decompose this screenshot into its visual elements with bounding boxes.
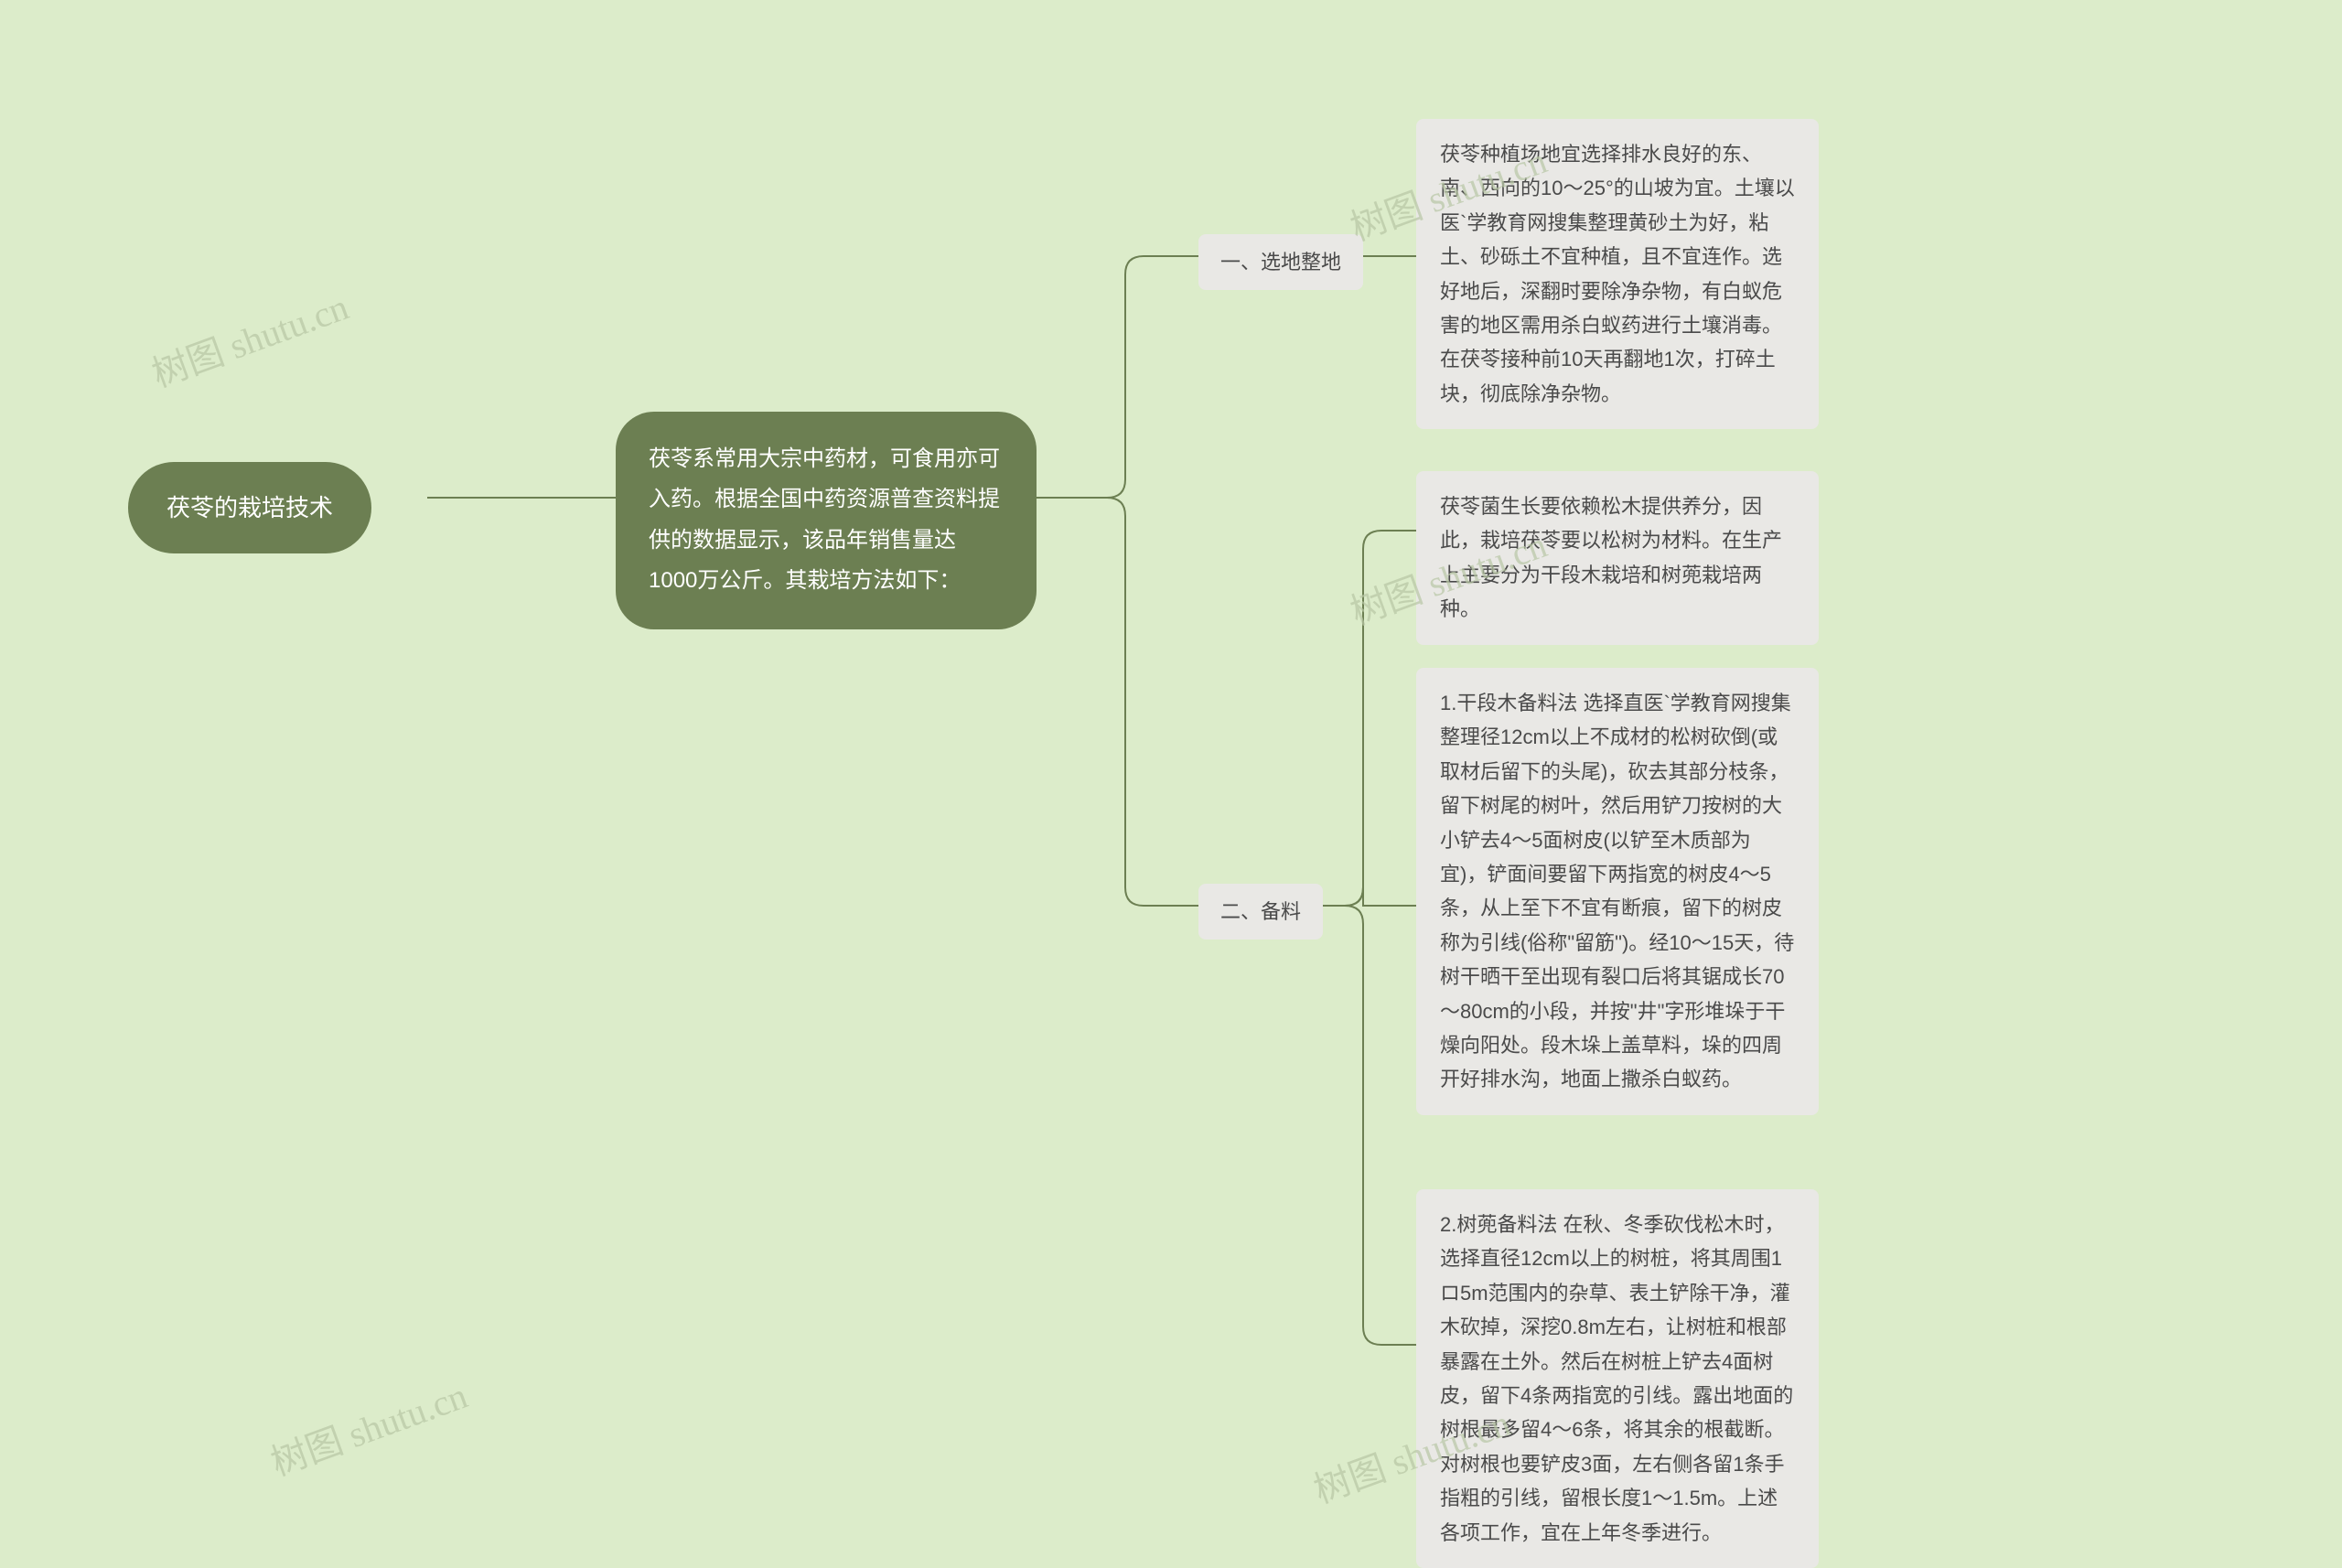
connector-lines: [0, 0, 2342, 1563]
watermark: 树图 shutu.cn: [144, 277, 355, 397]
section-2-detail-1: 茯苓菌生长要依赖松木提供养分，因此，栽培茯苓要以松树为材料。在生产上主要分为干段…: [1440, 495, 1782, 620]
watermark: 树图 shutu.cn: [263, 1366, 474, 1486]
root-title: 茯苓的栽培技术: [167, 494, 333, 521]
intro-node: 茯苓系常用大宗中药材，可食用亦可入药。根据全国中药资源普查资料提供的数据显示，该…: [616, 412, 1037, 629]
section-2-detail-3: 2.树蔸备料法 在秋、冬季砍伐松木时，选择直径12cm以上的树桩，将其周围1ロ5…: [1440, 1213, 1793, 1544]
section-1-label: 一、选地整地: [1220, 251, 1341, 274]
section-2-detail-2-node: 1.干段木备料法 选择直医`学教育网搜集整理径12cm以上不成材的松树砍倒(或取…: [1416, 668, 1819, 1115]
root-node: 茯苓的栽培技术: [128, 462, 371, 553]
section-2-label: 二、备料: [1220, 900, 1301, 923]
section-1-detail-node: 茯苓种植场地宜选择排水良好的东、南、西向的10～25°的山坡为宜。土壤以医`学教…: [1416, 119, 1819, 429]
intro-text: 茯苓系常用大宗中药材，可食用亦可入药。根据全国中药资源普查资料提供的数据显示，该…: [649, 446, 1000, 593]
section-2-label-node: 二、备料: [1198, 884, 1323, 940]
section-2-detail-2: 1.干段木备料法 选择直医`学教育网搜集整理径12cm以上不成材的松树砍倒(或取…: [1440, 692, 1794, 1090]
section-1-detail: 茯苓种植场地宜选择排水良好的东、南、西向的10～25°的山坡为宜。土壤以医`学教…: [1440, 143, 1795, 405]
section-1-label-node: 一、选地整地: [1198, 234, 1363, 290]
section-2-detail-1-node: 茯苓菌生长要依赖松木提供养分，因此，栽培茯苓要以松树为材料。在生产上主要分为干段…: [1416, 471, 1819, 645]
section-2-detail-3-node: 2.树蔸备料法 在秋、冬季砍伐松木时，选择直径12cm以上的树桩，将其周围1ロ5…: [1416, 1189, 1819, 1568]
